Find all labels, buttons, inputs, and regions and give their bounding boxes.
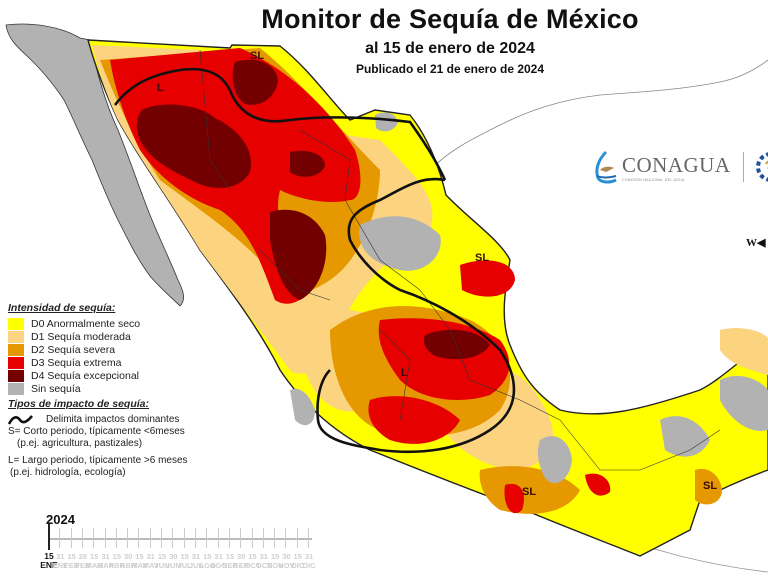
timeline-date-label[interactable]: 15 MAR xyxy=(85,552,103,570)
map-date: al 15 de enero de 2024 xyxy=(365,40,535,57)
legend-item-d0: D0 Anormalmente seco xyxy=(8,317,208,330)
logo-subtitle: COMISIÓN NACIONAL DEL AGUA xyxy=(622,177,685,182)
compass-west: W◀ xyxy=(746,237,766,249)
timeline-tick[interactable] xyxy=(308,528,310,548)
timeline-tick[interactable] xyxy=(240,528,242,548)
timeline-date-label[interactable]: 15 AGO xyxy=(198,552,216,570)
timeline-tick[interactable] xyxy=(194,528,196,548)
legend-swatch xyxy=(8,330,24,343)
timeline-tick[interactable] xyxy=(228,528,230,548)
short-term-example: (p.ej. agricultura, pastizales) xyxy=(17,438,143,449)
timeline-tick[interactable] xyxy=(206,528,208,548)
timeline-date-label[interactable]: 31 JUL xyxy=(188,552,204,570)
legend-swatch xyxy=(8,369,24,382)
timeline-tick[interactable] xyxy=(183,528,185,548)
timeline-date-label[interactable]: 15 JUL xyxy=(177,552,192,570)
short-term-label: S= Corto periodo, típicamente <6meses xyxy=(8,426,185,437)
legend-label: D2 Sequía severa xyxy=(31,343,116,356)
impact-type-label: SL xyxy=(522,486,537,498)
timeline-tick[interactable] xyxy=(81,528,83,548)
timeline-date-label[interactable]: 30 NOV xyxy=(278,552,295,570)
intensity-legend-title: Intensidad de sequía: xyxy=(8,302,116,314)
impact-boundary-line-icon xyxy=(8,415,33,425)
logo-name: CONAGUA xyxy=(622,152,731,177)
timeline-date-label[interactable]: 30 SEP xyxy=(233,552,249,570)
legend-item-d2: D2 Sequía severa xyxy=(8,343,208,356)
timeline-tick[interactable] xyxy=(274,528,276,548)
timeline-axis xyxy=(48,538,312,540)
timeline-date-label[interactable]: 31 ENE xyxy=(52,552,68,570)
impact-legend-title: Tipos de impacto de sequía: xyxy=(8,398,150,410)
timeline-tick[interactable] xyxy=(127,528,129,548)
timeline-date-label[interactable]: 30 JUN xyxy=(165,552,181,570)
timeline-tick[interactable] xyxy=(161,528,163,548)
legend-item-none: Sin sequía xyxy=(8,382,208,395)
long-term-example: (p.ej. hidrología, ecología) xyxy=(10,467,126,478)
timeline-date-label[interactable]: 15 FEB xyxy=(64,552,80,570)
legend-label: D3 Sequía extrema xyxy=(31,356,122,369)
timeline-date-label[interactable]: 31 DIC xyxy=(302,552,316,570)
timeline-tick[interactable] xyxy=(262,528,264,548)
timeline-tick[interactable] xyxy=(104,528,106,548)
legend-swatch xyxy=(8,343,24,356)
baja-california xyxy=(5,23,184,307)
impact-type-label: SL xyxy=(250,50,265,62)
timeline-date-label[interactable]: 31 OCT xyxy=(255,552,272,570)
legend-item-d4: D4 Sequía excepcional xyxy=(8,369,208,382)
timeline-tick[interactable] xyxy=(59,528,61,548)
timeline-tick[interactable] xyxy=(48,524,50,550)
map-title: Monitor de Sequía de México xyxy=(261,4,639,34)
timeline-date-label[interactable]: 15 NOV xyxy=(266,552,284,570)
conagua-wave-icon xyxy=(595,150,617,184)
timeline-tick[interactable] xyxy=(296,528,298,548)
impact-boundaries xyxy=(113,67,516,454)
timeline-tick[interactable] xyxy=(115,528,117,548)
timeline-date-label[interactable]: 30 ABR xyxy=(120,552,137,570)
timeline-tick[interactable] xyxy=(251,528,253,548)
intensity-legend: Intensidad de sequía: D0 Anormalmente se… xyxy=(8,302,208,395)
timeline-date-label[interactable]: 15 DIC xyxy=(291,552,305,570)
timeline-date-label[interactable]: 31 MAR xyxy=(96,552,115,570)
legend-label: D0 Anormalmente seco xyxy=(31,317,141,330)
timeline-tick[interactable] xyxy=(93,528,95,548)
timeline-date-label[interactable]: 15 ABR xyxy=(108,552,125,570)
legend-swatch xyxy=(8,356,24,369)
semarnat-emblem-icon xyxy=(755,152,768,182)
impact-legend: Tipos de impacto de sequía: Delimita imp… xyxy=(8,398,208,479)
timeline-tick[interactable] xyxy=(70,528,72,548)
legend-swatch xyxy=(8,382,24,395)
legend-item-d1: D1 Sequía moderada xyxy=(8,330,208,343)
impact-line-label: Delimita impactos dominantes xyxy=(46,414,180,425)
long-term-label: L= Largo periodo, típicamente >6 meses xyxy=(8,455,188,466)
impact-type-label: L xyxy=(401,367,408,379)
legend-swatch xyxy=(8,317,24,330)
legend-label: D4 Sequía excepcional xyxy=(31,369,139,382)
impact-type-label: SL xyxy=(475,252,490,264)
timeline-date-label[interactable]: 31 AGO xyxy=(210,552,228,570)
us-coastline xyxy=(429,59,768,171)
logo-divider xyxy=(742,152,744,182)
impact-type-label: L xyxy=(157,82,164,94)
timeline-date-label[interactable]: 15 MAY xyxy=(131,552,148,570)
timeline-tick[interactable] xyxy=(138,528,140,548)
timeline-tick[interactable] xyxy=(285,528,287,548)
conagua-logo: CONAGUA COMISIÓN NACIONAL DEL AGUA xyxy=(592,150,768,184)
legend-label: Sin sequía xyxy=(31,382,81,395)
published-date: Publicado el 21 de enero de 2024 xyxy=(355,62,545,76)
timeline-date-label[interactable]: 15 JUN xyxy=(154,552,170,570)
timeline-tick[interactable] xyxy=(149,528,151,548)
timeline-date-label[interactable]: 31 MAY xyxy=(142,552,159,570)
timeline-date-label[interactable]: 28 FEB xyxy=(75,552,91,570)
timeline-year: 2024 xyxy=(46,512,75,527)
legend-label: D1 Sequía moderada xyxy=(31,330,131,343)
legend-item-d3: D3 Sequía extrema xyxy=(8,356,208,369)
timeline-date-label[interactable]: 15 SEP xyxy=(222,552,238,570)
timeline: 2024 15 ENE 31 ENE 15 FEB 28 FEB 15 MAR 31 MAR 15 ABR… xyxy=(0,512,330,576)
timeline-current-date[interactable]: 15 ENE xyxy=(40,551,58,570)
timeline-tick[interactable] xyxy=(172,528,174,548)
timeline-tick[interactable] xyxy=(217,528,219,548)
impact-type-label: SL xyxy=(703,480,718,492)
timeline-date-label[interactable]: 15 OCT xyxy=(244,552,261,570)
